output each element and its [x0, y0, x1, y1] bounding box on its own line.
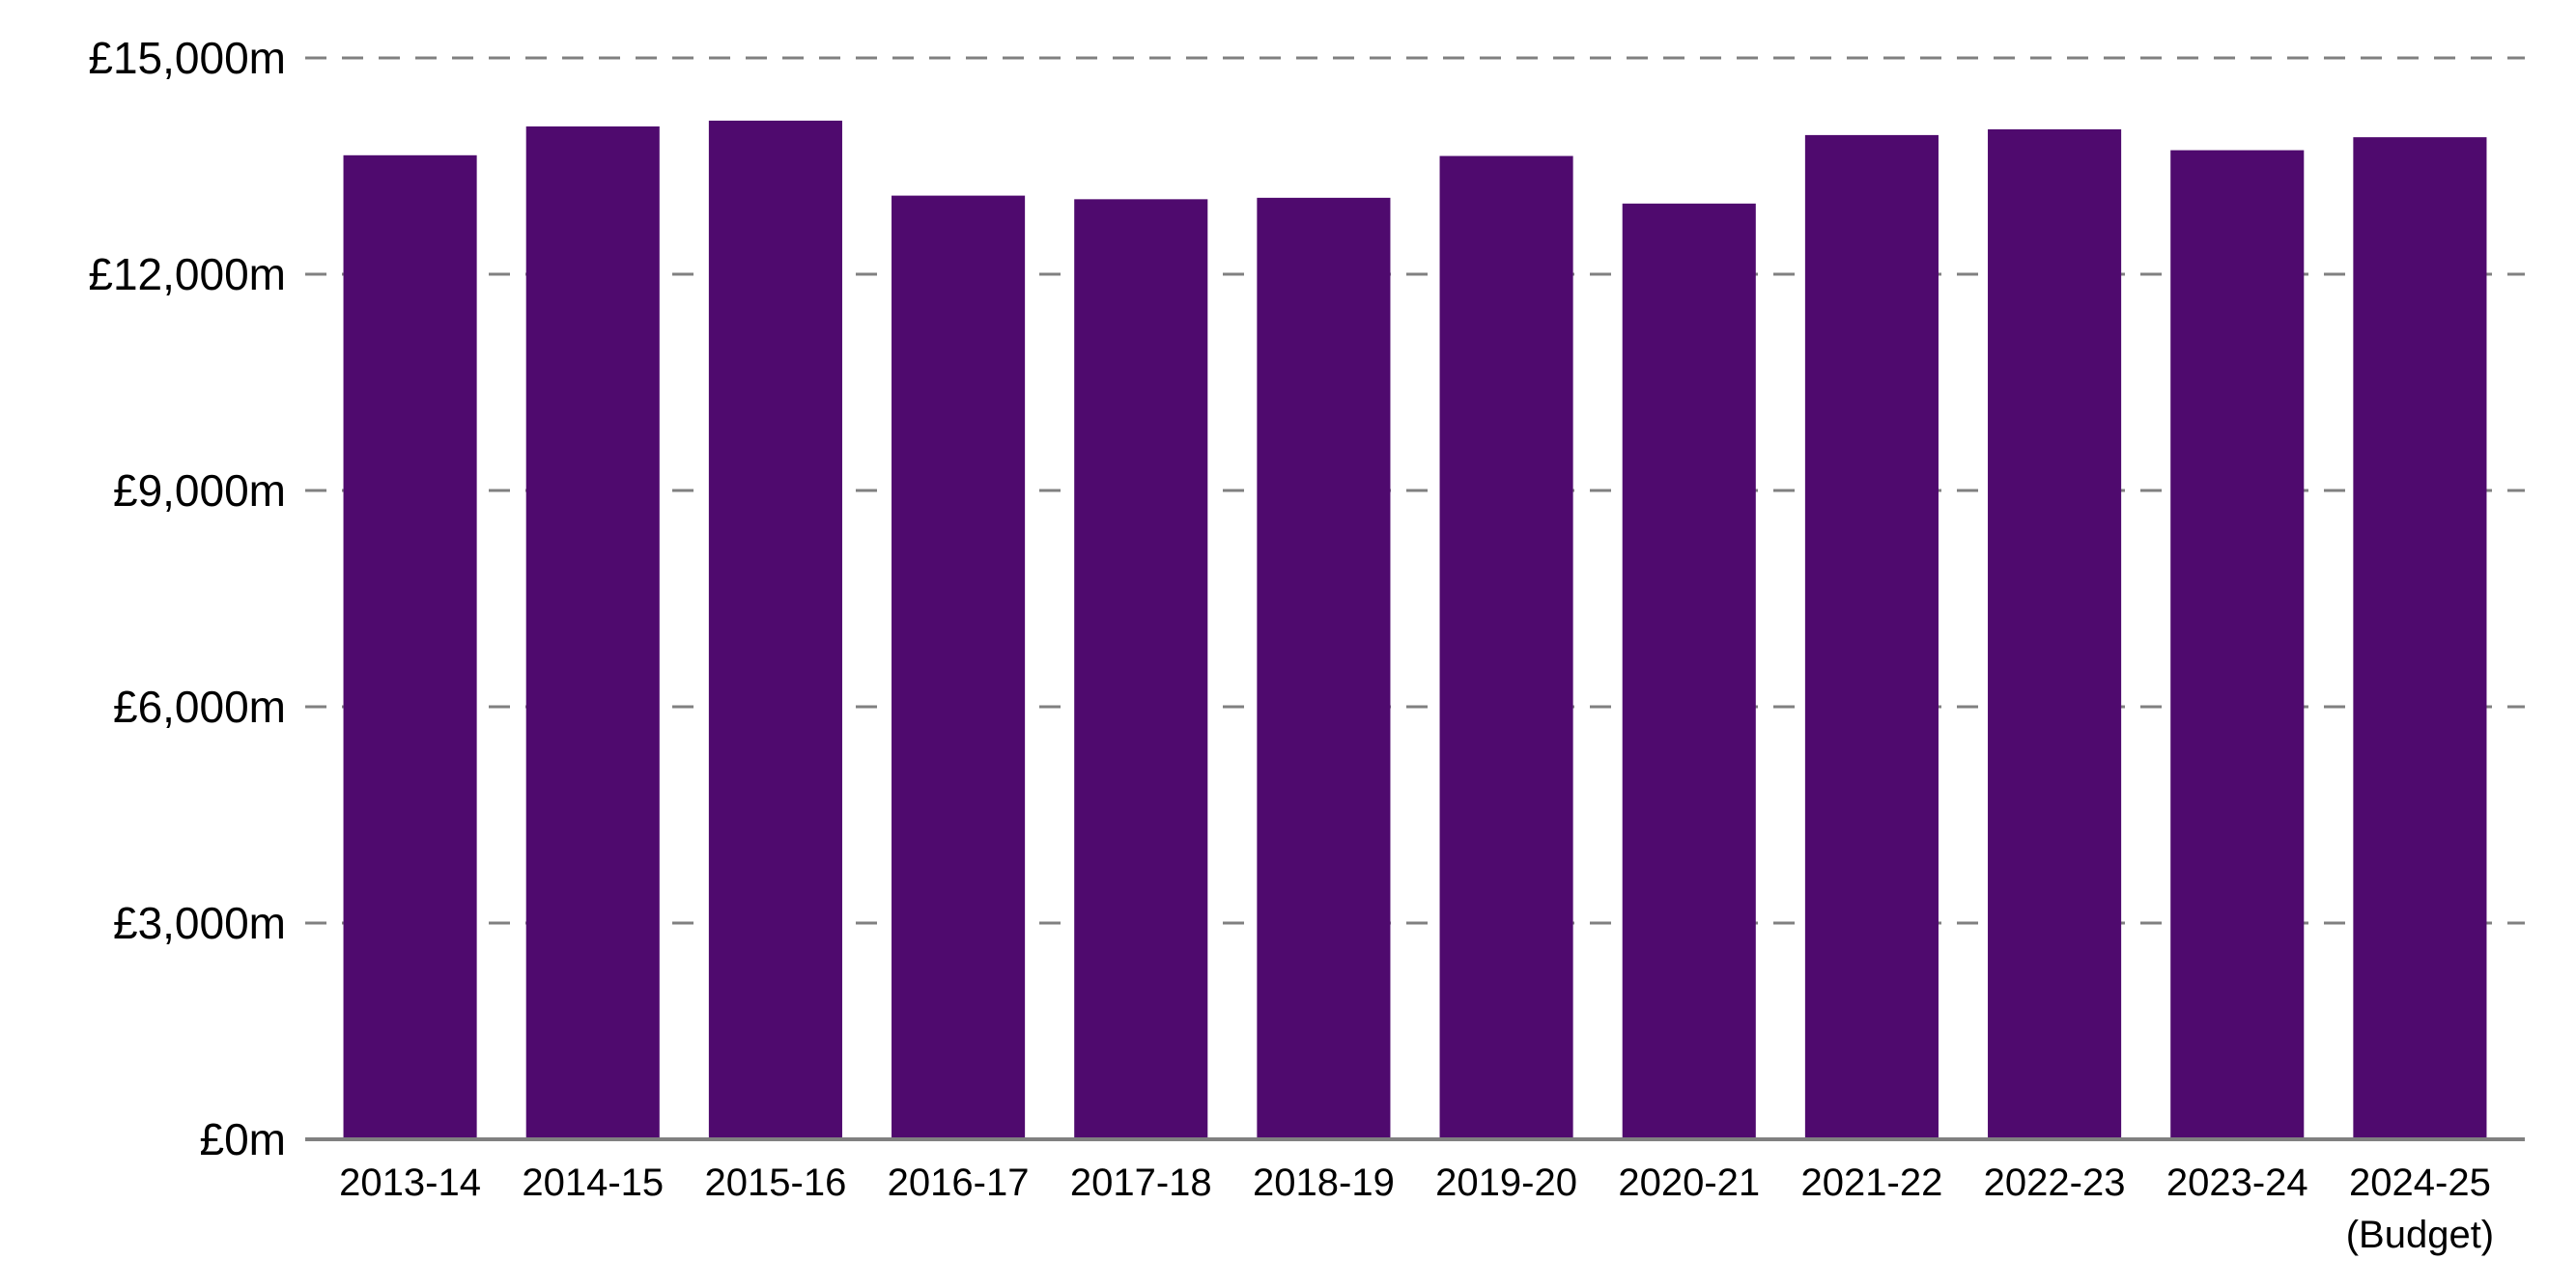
x-tick-label: 2022-23: [1984, 1162, 2126, 1204]
bar-2024-25: [2353, 137, 2487, 1140]
x-tick-label: 2020-21: [1618, 1162, 1760, 1204]
x-tick-label: 2016-17: [888, 1162, 1030, 1204]
x-tick-label: 2015-16: [705, 1162, 847, 1204]
gridlines: [305, 56, 2525, 925]
bar-2015-16: [708, 120, 842, 1140]
bar-2016-17: [892, 195, 1026, 1139]
y-tick-label: £6,000m: [113, 682, 286, 732]
bars: [343, 120, 2487, 1140]
x-tick-sublabel: (Budget): [2346, 1214, 2494, 1256]
x-tick-label: 2018-19: [1253, 1162, 1395, 1204]
bar-2023-24: [2170, 150, 2305, 1139]
bar-2021-22: [1804, 134, 1939, 1140]
bar-2022-23: [1988, 128, 2122, 1139]
y-tick-label: £0m: [200, 1114, 286, 1164]
y-tick-label: £3,000m: [113, 898, 286, 948]
y-tick-label: £15,000m: [88, 33, 286, 83]
y-tick-label: £9,000m: [113, 465, 286, 516]
x-tick-label: 2013-14: [339, 1162, 481, 1204]
x-tick-label: 2019-20: [1435, 1162, 1577, 1204]
bar-2013-14: [343, 154, 477, 1140]
y-tick-label: £12,000m: [88, 249, 286, 299]
bar-2019-20: [1439, 155, 1573, 1140]
bar-2017-18: [1074, 199, 1208, 1139]
x-tick-label: 2017-18: [1070, 1162, 1212, 1204]
x-tick-label: 2014-15: [522, 1162, 664, 1204]
x-axis-tick-labels: 2013-14 2014-15 2015-16 2016-17 2017-18 2018-…: [339, 1162, 2494, 1256]
x-tick-label: 2024-25: [2349, 1162, 2491, 1204]
x-tick-label: 2023-24: [2166, 1162, 2308, 1204]
bar-2020-21: [1622, 203, 1756, 1139]
bar-2014-15: [525, 126, 660, 1139]
bar-2018-19: [1257, 197, 1391, 1139]
x-tick-label: 2021-22: [1801, 1162, 1943, 1204]
y-axis-tick-labels: £0m £3,000m £6,000m £9,000m £12,000m £15,000m: [88, 33, 286, 1164]
